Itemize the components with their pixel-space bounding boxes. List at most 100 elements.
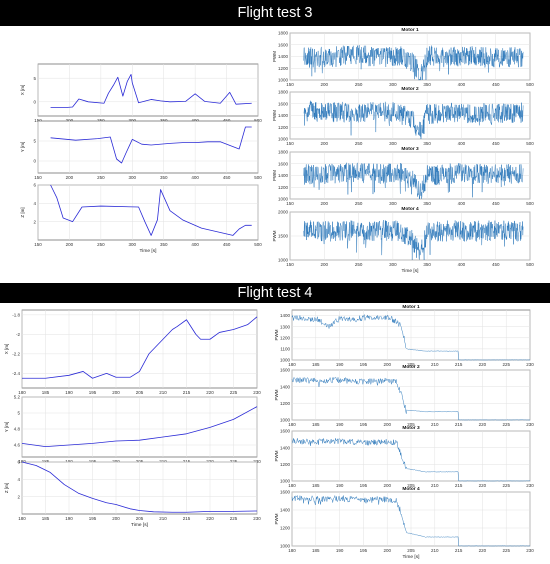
x-tick-label: 185 bbox=[312, 422, 320, 427]
x-tick-label: 450 bbox=[492, 141, 500, 146]
x-tick-label: 500 bbox=[254, 118, 262, 123]
x-tick-label: 230 bbox=[526, 548, 534, 553]
x-tick-label: 200 bbox=[383, 422, 391, 427]
x-tick-label: 220 bbox=[479, 483, 487, 488]
series-line bbox=[50, 74, 252, 108]
x-tick-label: 300 bbox=[389, 141, 397, 146]
x-tick-label: 350 bbox=[423, 201, 431, 206]
x-tick-label: 220 bbox=[479, 548, 487, 553]
x-tick-label: 350 bbox=[423, 82, 431, 87]
chart-title: Motor 4 bbox=[402, 486, 420, 492]
x-tick-label: 300 bbox=[389, 262, 397, 267]
flight-test-3-title: Flight test 3 bbox=[237, 5, 313, 21]
x-tick-label: 180 bbox=[288, 483, 296, 488]
x-tick-label: 400 bbox=[191, 118, 199, 123]
x-tick-label: 205 bbox=[136, 459, 144, 464]
chart-title: Motor 2 bbox=[402, 364, 420, 370]
x-tick-label: 190 bbox=[336, 362, 344, 367]
y-tick-label: 1800 bbox=[278, 90, 289, 95]
y-tick-label: 1200 bbox=[280, 526, 291, 531]
y-tick-label: 1000 bbox=[280, 358, 291, 363]
y-tick-label: 1200 bbox=[278, 66, 289, 71]
chart-test3-0: 150 200 250 300 350 400 450 500 0 5 X [m] bbox=[20, 63, 262, 123]
x-tick-label: 220 bbox=[206, 459, 214, 464]
x-tick-label: 230 bbox=[253, 390, 261, 395]
y-tick-label: 5.2 bbox=[14, 395, 21, 400]
x-tick-label: 180 bbox=[288, 362, 296, 367]
x-tick-label: 500 bbox=[526, 82, 534, 87]
x-tick-label: 500 bbox=[526, 141, 534, 146]
y-tick-label: 1200 bbox=[280, 335, 291, 340]
x-tick-label: 210 bbox=[159, 459, 167, 464]
x-tick-label: 180 bbox=[18, 390, 26, 395]
x-tick-label: 400 bbox=[191, 242, 199, 247]
series-line bbox=[291, 314, 531, 361]
chart-test3-5: 150 200 250 300 350 400 450 500 1000 1200 1400 1600… bbox=[272, 146, 534, 206]
series-line bbox=[50, 184, 252, 236]
x-tick-label: 300 bbox=[129, 175, 137, 180]
y-axis-label: PWM bbox=[272, 51, 277, 62]
x-tick-label: 200 bbox=[66, 118, 74, 123]
x-tick-label: 225 bbox=[502, 483, 510, 488]
x-tick-label: 250 bbox=[97, 175, 105, 180]
x-tick-label: 400 bbox=[458, 262, 466, 267]
x-tick-label: 200 bbox=[321, 141, 329, 146]
plot-area bbox=[37, 184, 259, 241]
x-tick-label: 225 bbox=[230, 390, 238, 395]
x-tick-label: 150 bbox=[286, 141, 294, 146]
plot-area bbox=[37, 120, 259, 174]
y-tick-label: 1000 bbox=[278, 78, 289, 83]
y-axis-label: Y [m] bbox=[4, 422, 9, 432]
chart-test3-3: 150 200 250 300 350 400 450 500 1000 1200 1400 1600… bbox=[272, 27, 534, 87]
x-tick-label: 500 bbox=[526, 262, 534, 267]
series-line bbox=[50, 126, 252, 164]
x-axis-label: Time [s] bbox=[131, 522, 148, 528]
x-tick-label: 350 bbox=[160, 242, 168, 247]
x-tick-label: 180 bbox=[288, 422, 296, 427]
x-tick-label: 250 bbox=[355, 82, 363, 87]
y-tick-label: -1.8 bbox=[12, 312, 20, 317]
x-tick-label: 205 bbox=[407, 548, 415, 553]
y-tick-label: 1400 bbox=[280, 313, 291, 318]
flight-test-3-banner: Flight test 3 bbox=[0, 0, 550, 26]
y-tick-label: 1800 bbox=[278, 150, 289, 155]
series-line bbox=[21, 406, 258, 448]
x-tick-label: 220 bbox=[206, 516, 214, 521]
x-tick-label: 400 bbox=[458, 201, 466, 206]
x-tick-label: 180 bbox=[18, 516, 26, 521]
x-tick-label: 350 bbox=[423, 141, 431, 146]
x-tick-label: 225 bbox=[502, 422, 510, 427]
x-tick-label: 230 bbox=[526, 422, 534, 427]
x-tick-label: 195 bbox=[89, 390, 97, 395]
chart-title: Motor 2 bbox=[401, 86, 419, 92]
x-tick-label: 450 bbox=[223, 118, 231, 123]
x-tick-label: 200 bbox=[383, 548, 391, 553]
x-tick-label: 205 bbox=[136, 516, 144, 521]
y-tick-label: 1000 bbox=[278, 137, 289, 142]
x-tick-label: 350 bbox=[160, 118, 168, 123]
x-tick-label: 250 bbox=[97, 118, 105, 123]
x-tick-label: 150 bbox=[34, 118, 42, 123]
x-tick-label: 300 bbox=[129, 242, 137, 247]
y-tick-label: 5 bbox=[17, 411, 20, 416]
x-tick-label: 210 bbox=[431, 422, 439, 427]
x-tick-label: 210 bbox=[431, 483, 439, 488]
x-tick-label: 195 bbox=[360, 483, 368, 488]
x-tick-label: 150 bbox=[286, 82, 294, 87]
x-tick-label: 205 bbox=[407, 422, 415, 427]
x-tick-label: 210 bbox=[159, 390, 167, 395]
y-tick-label: 2000 bbox=[278, 210, 289, 215]
y-tick-label: 6 bbox=[33, 183, 36, 188]
x-axis-label: Time [s] bbox=[403, 554, 420, 560]
chart-title: Motor 1 bbox=[401, 27, 419, 33]
y-axis-label: PWM bbox=[274, 513, 279, 524]
x-tick-label: 220 bbox=[206, 390, 214, 395]
y-tick-label: 1000 bbox=[280, 544, 291, 549]
series-line bbox=[291, 438, 531, 482]
x-tick-label: 195 bbox=[360, 362, 368, 367]
x-tick-label: 205 bbox=[136, 390, 144, 395]
x-tick-label: 205 bbox=[407, 362, 415, 367]
x-tick-label: 450 bbox=[492, 262, 500, 267]
series-line bbox=[21, 461, 258, 513]
x-tick-label: 190 bbox=[336, 483, 344, 488]
